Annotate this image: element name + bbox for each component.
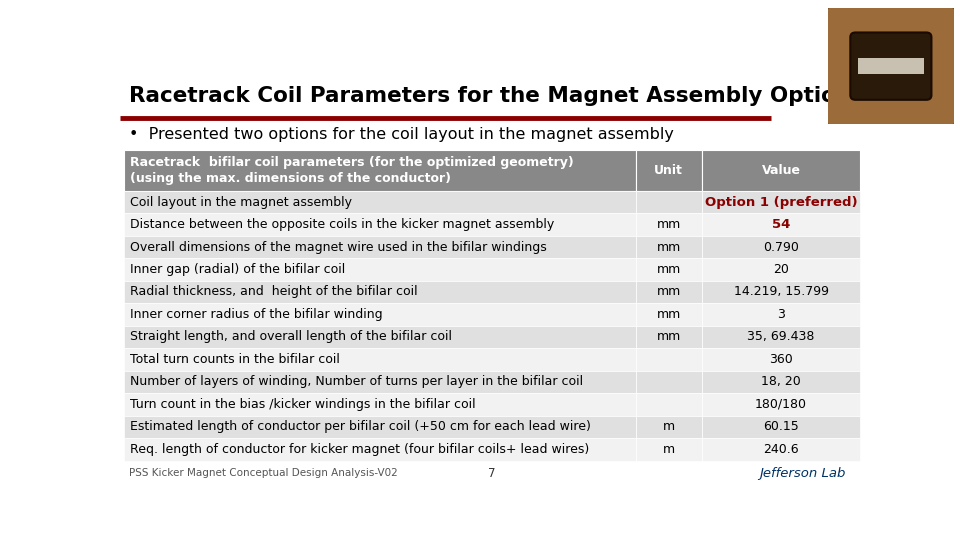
Text: Inner corner radius of the bifilar winding: Inner corner radius of the bifilar windi…	[130, 308, 382, 321]
Text: 20: 20	[773, 263, 789, 276]
Bar	[124, 150, 636, 191]
Text: 360: 360	[769, 353, 793, 366]
Bar	[702, 416, 860, 438]
Text: Option 1 (preferred): Option 1 (preferred)	[705, 195, 857, 208]
Bar	[702, 370, 860, 393]
Bar	[702, 191, 860, 213]
Bar	[124, 370, 636, 393]
Text: Racetrack  bifilar coil parameters (for the optimized geometry)
(using the max. : Racetrack bifilar coil parameters (for t…	[130, 156, 573, 185]
Text: 0.790: 0.790	[763, 240, 799, 253]
Bar	[636, 348, 702, 370]
Text: Distance between the opposite coils in the kicker magnet assembly: Distance between the opposite coils in t…	[130, 218, 554, 231]
Text: Overall dimensions of the magnet wire used in the bifilar windings: Overall dimensions of the magnet wire us…	[130, 240, 546, 253]
Bar	[124, 416, 636, 438]
Text: 35, 69.438: 35, 69.438	[748, 330, 815, 343]
Text: Jefferson Lab: Jefferson Lab	[759, 467, 846, 480]
Bar	[124, 303, 636, 326]
Text: 240.6: 240.6	[763, 443, 799, 456]
Bar	[636, 281, 702, 303]
Text: 3: 3	[778, 308, 785, 321]
Bar	[636, 258, 702, 281]
Text: PSS Kicker Magnet Conceptual Design Analysis-V02: PSS Kicker Magnet Conceptual Design Anal…	[129, 468, 397, 478]
Bar	[636, 393, 702, 416]
Text: Straight length, and overall length of the bifilar coil: Straight length, and overall length of t…	[130, 330, 451, 343]
Bar	[124, 236, 636, 258]
Text: mm: mm	[657, 286, 681, 299]
Text: mm: mm	[657, 263, 681, 276]
Bar	[636, 303, 702, 326]
Bar	[636, 236, 702, 258]
Text: Total turn counts in the bifilar coil: Total turn counts in the bifilar coil	[130, 353, 340, 366]
Bar	[124, 191, 636, 213]
Bar	[636, 191, 702, 213]
Text: •  Presented two options for the coil layout in the magnet assembly: • Presented two options for the coil lay…	[129, 127, 674, 141]
Bar	[124, 213, 636, 236]
Text: Racetrack Coil Parameters for the Magnet Assembly Option 1: Racetrack Coil Parameters for the Magnet…	[129, 86, 874, 106]
Bar	[124, 326, 636, 348]
Text: 18, 20: 18, 20	[761, 375, 801, 388]
Bar	[636, 150, 702, 191]
Text: Inner gap (radial) of the bifilar coil: Inner gap (radial) of the bifilar coil	[130, 263, 345, 276]
Bar	[124, 438, 636, 461]
Bar	[702, 236, 860, 258]
Bar	[702, 303, 860, 326]
Text: mm: mm	[657, 308, 681, 321]
Text: mm: mm	[657, 240, 681, 253]
Text: 14.219, 15.799: 14.219, 15.799	[733, 286, 828, 299]
Text: Req. length of conductor for kicker magnet (four bifilar coils+ lead wires): Req. length of conductor for kicker magn…	[130, 443, 588, 456]
Bar	[636, 370, 702, 393]
Bar	[124, 281, 636, 303]
Text: m: m	[662, 443, 675, 456]
Bar	[702, 150, 860, 191]
Bar	[636, 416, 702, 438]
Bar	[702, 213, 860, 236]
Text: Radial thickness, and  height of the bifilar coil: Radial thickness, and height of the bifi…	[130, 286, 418, 299]
Text: Value: Value	[761, 164, 801, 177]
Text: 60.15: 60.15	[763, 421, 799, 434]
Text: 180/180: 180/180	[756, 398, 807, 411]
Text: Coil layout in the magnet assembly: Coil layout in the magnet assembly	[130, 195, 351, 208]
FancyBboxPatch shape	[825, 6, 957, 126]
Text: m: m	[662, 421, 675, 434]
Bar	[124, 348, 636, 370]
Bar	[636, 326, 702, 348]
Text: mm: mm	[657, 218, 681, 231]
Bar	[702, 258, 860, 281]
Text: 7: 7	[489, 467, 495, 480]
Bar	[124, 258, 636, 281]
Bar	[702, 281, 860, 303]
Text: Turn count in the bias /kicker windings in the bifilar coil: Turn count in the bias /kicker windings …	[130, 398, 475, 411]
Bar	[702, 326, 860, 348]
Bar	[702, 438, 860, 461]
Bar	[636, 438, 702, 461]
Text: Number of layers of winding, Number of turns per layer in the bifilar coil: Number of layers of winding, Number of t…	[130, 375, 583, 388]
FancyBboxPatch shape	[851, 32, 931, 100]
Bar	[636, 213, 702, 236]
Bar	[858, 58, 924, 75]
Text: Estimated length of conductor per bifilar coil (+50 cm for each lead wire): Estimated length of conductor per bifila…	[130, 421, 590, 434]
Bar	[124, 393, 636, 416]
Bar	[702, 348, 860, 370]
Bar	[702, 393, 860, 416]
Text: mm: mm	[657, 330, 681, 343]
Text: Unit: Unit	[655, 164, 684, 177]
Text: 54: 54	[772, 218, 790, 231]
